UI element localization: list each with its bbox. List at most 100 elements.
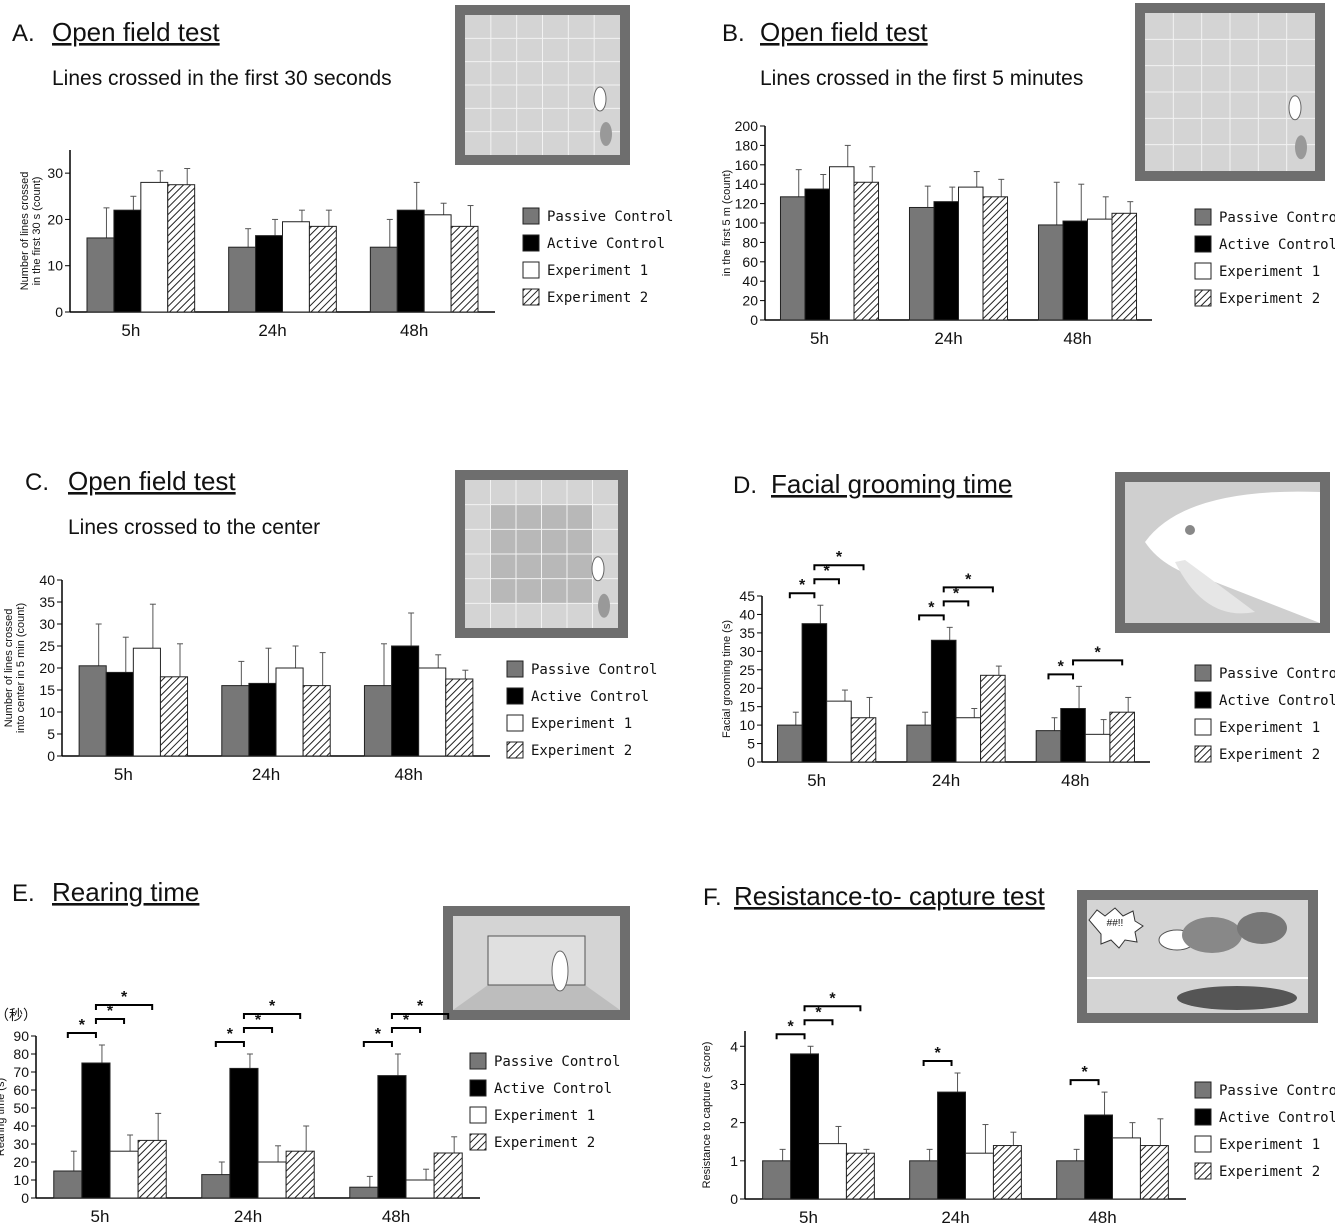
significance-label: * [1081, 1064, 1088, 1081]
y-tick-label: 20 [742, 293, 758, 309]
significance-label: * [269, 998, 276, 1015]
bar [829, 166, 855, 321]
significance-label: * [799, 577, 806, 594]
y-tick-label: 20 [47, 211, 63, 227]
significance-bracket [362, 1041, 393, 1047]
chart-title: Open field test [760, 17, 928, 47]
y-tick-label: 40 [742, 273, 758, 289]
mouse [600, 122, 612, 146]
bar [1062, 220, 1088, 321]
significance-label: * [417, 998, 424, 1015]
bar [257, 1161, 287, 1199]
legend-swatch [1194, 718, 1212, 736]
hand [1182, 917, 1242, 953]
bar [78, 665, 107, 757]
bar [930, 639, 957, 763]
mouse [1288, 95, 1302, 121]
legend-label: Passive Control [1219, 1083, 1335, 1099]
mouse-paw [1175, 560, 1255, 614]
legend-swatch [522, 234, 540, 252]
legend-label: Active Control [494, 1081, 612, 1097]
bar [955, 717, 982, 763]
bar [109, 1150, 139, 1199]
legend-swatch [506, 741, 524, 759]
bar [282, 221, 310, 313]
significance-bracket [1047, 673, 1075, 680]
bar [285, 1150, 315, 1199]
bar [1112, 1137, 1141, 1200]
legend-swatch [522, 288, 540, 306]
significance-bracket [214, 1041, 245, 1047]
bar [762, 1160, 792, 1200]
y-tick-label: 60 [13, 1082, 29, 1098]
y-tick-label: 0 [747, 754, 755, 770]
significance-bracket [1069, 1079, 1100, 1086]
bar [369, 246, 398, 313]
bar [906, 724, 932, 763]
bar [980, 674, 1006, 763]
y-tick-label: 100 [735, 215, 759, 231]
legend-swatch [506, 660, 524, 678]
bar [958, 186, 984, 321]
y-tick-label: 120 [735, 196, 759, 212]
bar [363, 685, 393, 757]
panel-letter: A. [12, 20, 35, 47]
bar [982, 196, 1009, 321]
y-tick-label: 25 [739, 662, 755, 678]
y-tick-label: 40 [13, 1118, 29, 1134]
x-tick-label: 48h [400, 321, 428, 340]
significance-bracket [1072, 659, 1124, 666]
y-tick-label: 0 [21, 1190, 29, 1206]
bar [302, 685, 331, 757]
significance-label: * [403, 1012, 410, 1029]
significance-label: * [1058, 658, 1065, 675]
bar [132, 647, 161, 757]
legend-label: Active Control [1219, 237, 1335, 253]
bar [377, 1075, 407, 1199]
legend-swatch [469, 1079, 487, 1097]
significance-bracket [242, 1027, 274, 1033]
bar [86, 237, 115, 313]
y-tick-label: 10 [13, 1172, 29, 1188]
legend-label: Experiment 1 [1219, 1137, 1320, 1153]
y-axis-label: Number of lines crossed [3, 609, 15, 728]
y-tick-label: 0 [750, 312, 758, 328]
bar [228, 246, 257, 313]
y-tick-label: 0 [730, 1191, 738, 1207]
legend-swatch [1194, 745, 1212, 763]
bar [405, 1179, 435, 1199]
significance-label: * [107, 1003, 114, 1020]
bar [790, 1053, 820, 1200]
y-tick-label: 10 [39, 704, 55, 720]
y-axis-label: in the first 5 m (count) [721, 170, 733, 276]
x-tick-label: 48h [1088, 1208, 1116, 1227]
bar [804, 188, 830, 321]
bar [396, 209, 425, 313]
significance-label: * [787, 1018, 794, 1035]
bar [801, 623, 828, 763]
legend-swatch [1194, 289, 1212, 307]
y-tick-label: 50 [13, 1100, 29, 1116]
significance-label: * [375, 1026, 382, 1043]
legend-swatch [506, 687, 524, 705]
chart-subtitle: Lines crossed in the first 5 minutes [760, 67, 1083, 90]
chart-subtitle: Lines crossed in the first 30 seconds [52, 67, 392, 90]
legend-swatch [469, 1052, 487, 1070]
bar [1109, 711, 1135, 763]
chart-subtitle: Lines crossed to the center [68, 516, 320, 539]
legend-label: Passive Control [531, 662, 657, 678]
legend-swatch [469, 1133, 487, 1151]
bar [1037, 224, 1064, 321]
x-tick-label: 5h [799, 1208, 818, 1227]
shadow [1177, 986, 1297, 1010]
significance-label: * [829, 990, 836, 1007]
significance-label: * [255, 1012, 262, 1029]
mouse [591, 556, 605, 582]
bar [229, 1067, 259, 1199]
y-tick-label: 0 [55, 304, 63, 320]
legend-swatch [1194, 691, 1212, 709]
speech-burst [1088, 907, 1144, 949]
legend-label: Passive Control [1219, 666, 1335, 682]
bar [850, 717, 877, 763]
y-tick-label: 20 [39, 660, 55, 676]
